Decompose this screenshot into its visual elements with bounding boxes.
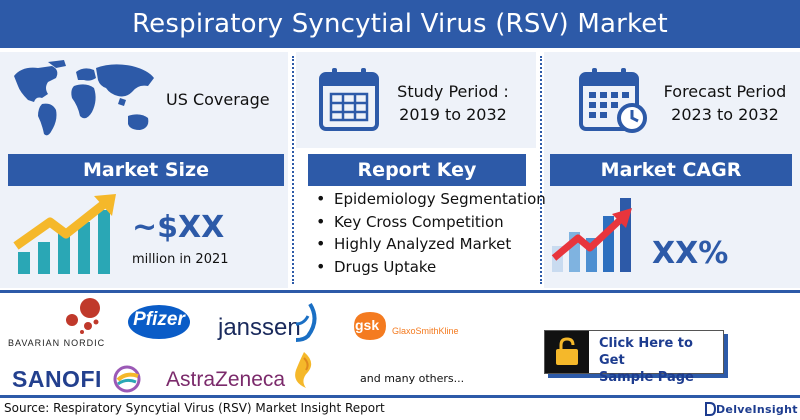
pfizer-logo-icon — [128, 305, 190, 339]
study-period-label: Study Period : — [397, 82, 509, 101]
sanofi-bird-icon — [113, 365, 141, 393]
janssen-swoosh-icon — [295, 302, 317, 342]
bavarian-nordic-logo-icon — [66, 298, 100, 334]
delveinsight-brand: DelveInsight — [716, 403, 798, 416]
astrazeneca-swirl-icon — [295, 352, 312, 388]
list-item: Drugs Uptake — [316, 256, 546, 279]
cta-line-2[interactable]: Sample Page — [599, 370, 694, 385]
divider-left — [292, 56, 294, 284]
coverage-label: US Coverage — [166, 90, 270, 109]
logo-astrazeneca: AstraZeneca — [166, 368, 286, 391]
middle-top-panel — [296, 52, 536, 148]
many-others-text: and many others... — [360, 372, 465, 385]
forecast-period-value: 2023 to 2032 — [671, 105, 779, 124]
market-size-header: Market Size — [8, 154, 284, 186]
cagr-chart-icon — [551, 198, 632, 272]
divider-right — [540, 56, 542, 284]
market-cagr-value: XX% — [652, 236, 729, 271]
world-map-icon — [14, 60, 154, 136]
cta-line-1[interactable]: Click Here to Get — [599, 336, 693, 368]
market-size-sub: million in 2021 — [132, 252, 229, 267]
forecast-period: Forecast Period 2023 to 2032 — [660, 80, 790, 126]
logo-pfizer: Pfizer — [133, 309, 185, 330]
calendar-icon — [319, 68, 379, 131]
key-strengths-header: Report Key Strengths — [308, 154, 526, 213]
study-period-value: 2019 to 2032 — [399, 105, 507, 124]
list-item: Epidemiology Segmentation — [316, 188, 546, 211]
logo-janssen: janssen — [218, 314, 301, 341]
forecast-period-label: Forecast Period — [663, 82, 787, 101]
market-size-value: ~$XX — [132, 210, 225, 245]
logo-gsk: gsk — [355, 317, 380, 333]
logo-sanofi: SANOFI — [12, 366, 102, 392]
calendar-clock-icon — [579, 68, 647, 133]
cta-text[interactable]: Click Here to Get Sample Page — [599, 335, 723, 386]
logo-gsk-full: GlaxoSmithKline — [392, 326, 459, 336]
lock-icon — [556, 337, 578, 365]
source-note: Source: Respiratory Syncytial Virus (RSV… — [4, 401, 385, 415]
delveinsight-logo-icon — [705, 402, 716, 416]
gsk-logo-icon — [354, 312, 386, 340]
market-cagr-header: Market CAGR — [550, 154, 792, 186]
sample-page-button[interactable]: Click Here to Get Sample Page — [544, 330, 724, 385]
list-item: Highly Analyzed Market — [316, 233, 546, 256]
growth-chart-icon — [13, 194, 116, 274]
logo-bavarian-nordic: BAVARIAN NORDIC — [8, 338, 106, 348]
study-period: Study Period : 2019 to 2032 — [388, 80, 518, 126]
list-item: Key Cross Competition — [316, 211, 546, 234]
key-strengths-list: Epidemiology Segmentation Key Cross Comp… — [316, 188, 546, 278]
cta-icon-bg — [545, 331, 589, 373]
page-title: Respiratory Syncytial Virus (RSV) Market — [0, 0, 800, 48]
